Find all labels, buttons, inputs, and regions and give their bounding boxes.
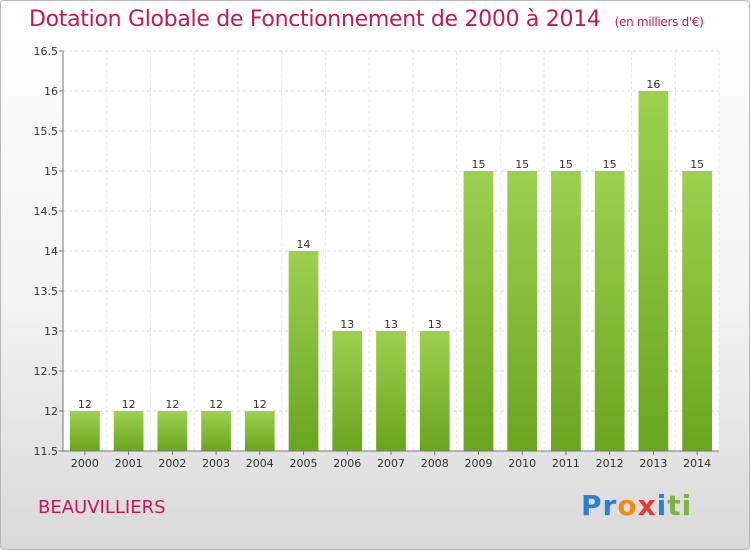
x-tick-label: 2003 — [202, 457, 230, 470]
y-tick-label: 12.5 — [34, 365, 59, 378]
x-tick-label: 2000 — [71, 457, 99, 470]
bar — [551, 171, 581, 451]
x-tick-label: 2005 — [290, 457, 318, 470]
x-tick-label: 2008 — [421, 457, 449, 470]
axes: 11.5 12 12.5 13 13.5 14 14.5 15 15.5 16 16.5 2000 20… — [34, 45, 719, 470]
x-tick-label: 2001 — [115, 457, 143, 470]
y-tick-label: 15 — [44, 165, 58, 178]
town-name: BEAUVILLIERS — [38, 497, 166, 518]
bar — [638, 91, 669, 451]
title-text: Dotation Globale de Fonctionnement de 20… — [29, 7, 601, 32]
x-tick-label: 2013 — [639, 457, 667, 470]
bar — [419, 331, 450, 451]
y-tick-label: 11.5 — [34, 445, 59, 458]
bar — [113, 411, 144, 451]
bar — [69, 411, 100, 451]
x-tick-label: 2011 — [552, 457, 580, 470]
data-label: 16 — [646, 78, 660, 91]
y-tick-label: 16.5 — [34, 45, 59, 58]
bars: 12 12 12 12 12 14 13 13 13 15 15 15 15 16 15 — [69, 78, 713, 451]
logo-part: i — [656, 489, 668, 522]
data-label: 13 — [428, 318, 442, 331]
proxiti-logo: Proxiti — [581, 489, 692, 522]
y-tick-label: 12 — [44, 405, 58, 418]
bar — [507, 171, 538, 451]
data-label: 14 — [297, 238, 311, 251]
data-label: 12 — [122, 398, 136, 411]
y-tick-label: 15.5 — [34, 125, 59, 138]
data-label: 15 — [471, 158, 485, 171]
data-label: 12 — [165, 398, 179, 411]
x-tick-label: 2007 — [377, 457, 405, 470]
y-tick-label: 14 — [44, 245, 58, 258]
x-tick-label: 2010 — [508, 457, 536, 470]
y-tick-label: 16 — [44, 85, 58, 98]
data-label: 12 — [253, 398, 267, 411]
data-label: 12 — [78, 398, 92, 411]
data-label: 12 — [209, 398, 223, 411]
y-tick-label: 14.5 — [34, 205, 59, 218]
bar — [332, 331, 363, 451]
data-label: 15 — [603, 158, 617, 171]
chart-title: Dotation Globale de Fonctionnement de 20… — [29, 7, 704, 32]
data-label: 15 — [690, 158, 704, 171]
logo-part: x — [637, 489, 657, 522]
x-tick-label: 2004 — [246, 457, 274, 470]
bar — [244, 411, 275, 451]
x-tick-label: 2006 — [333, 457, 361, 470]
x-tick-label: 2012 — [596, 457, 624, 470]
bar — [288, 251, 319, 451]
data-label: 15 — [559, 158, 573, 171]
y-tick-label: 13 — [44, 325, 58, 338]
x-tick-label: 2009 — [464, 457, 492, 470]
x-tick-label: 2002 — [158, 457, 186, 470]
bar — [682, 171, 713, 451]
logo-part: o — [617, 489, 638, 522]
data-label: 13 — [384, 318, 398, 331]
bar — [201, 411, 231, 451]
bar — [463, 171, 494, 451]
unit-note: (en milliers d'€) — [614, 15, 704, 29]
logo-part: Pr — [581, 489, 618, 522]
bar — [594, 171, 625, 451]
bar — [157, 411, 188, 451]
data-label: 13 — [340, 318, 354, 331]
bar — [376, 331, 406, 451]
logo-part: ti — [667, 489, 693, 522]
y-tick-label: 13.5 — [34, 285, 59, 298]
x-tick-label: 2014 — [683, 457, 711, 470]
data-label: 15 — [515, 158, 529, 171]
